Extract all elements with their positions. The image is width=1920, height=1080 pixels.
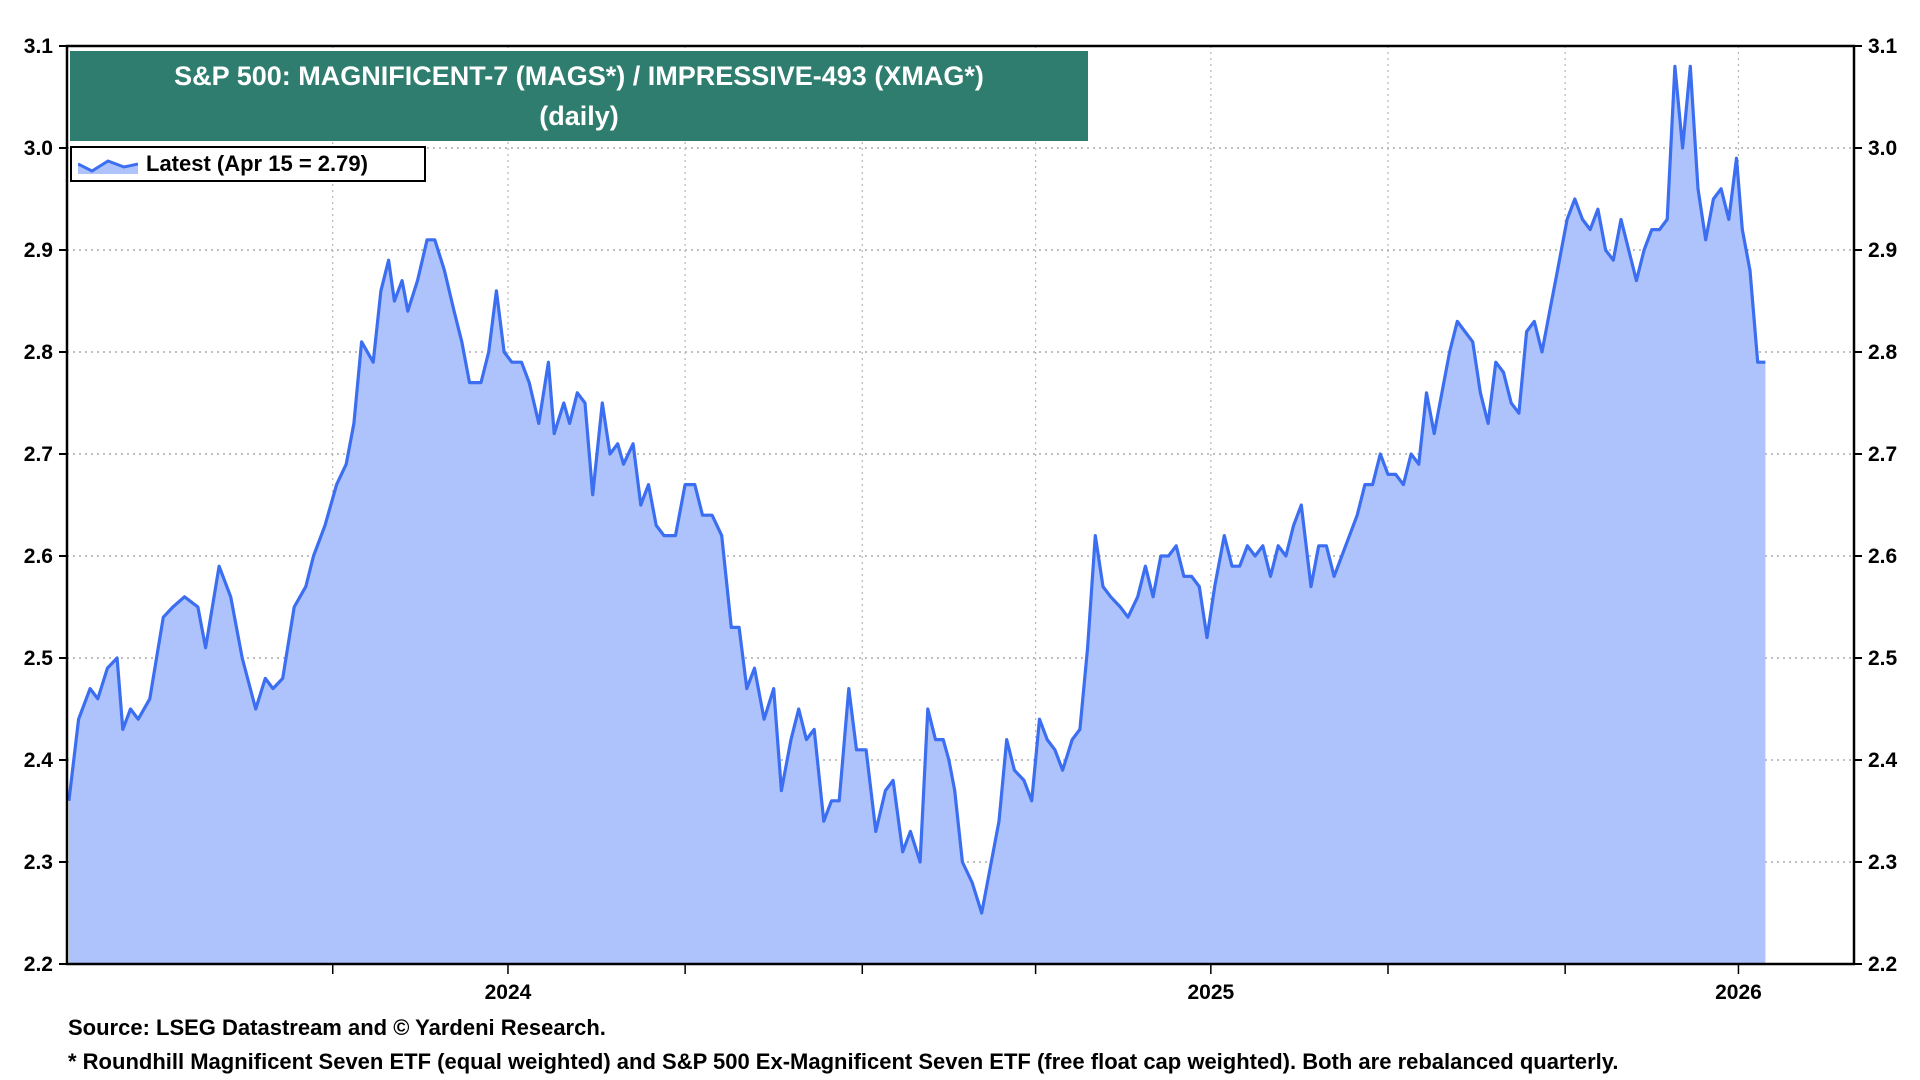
y-tick-label-left: 3.0: [24, 137, 53, 160]
y-tick-label-left: 2.8: [24, 341, 54, 364]
y-tick-label-right: 2.3: [1868, 851, 1897, 874]
y-tick-label-right: 2.7: [1868, 443, 1897, 466]
y-tick-label-left: 2.2: [24, 953, 53, 976]
y-tick-label-left: 2.9: [24, 239, 53, 262]
y-tick-label-right: 2.6: [1868, 545, 1897, 568]
y-tick-label-right: 2.5: [1868, 647, 1898, 670]
axis-labels: 2.2 2.2 2.3 2.3 2.4 2.4 2.5 2.5 2.6 2.6 2.7 2.7 2.8 2…: [24, 35, 1898, 1004]
legend: Latest (Apr 15 = 2.79): [70, 146, 426, 182]
chart-title: S&P 500: MAGNIFICENT-7 (MAGS*) / IMPRESS…: [70, 51, 1088, 141]
y-tick-label-right: 2.8: [1868, 341, 1898, 364]
y-tick-label-right: 2.4: [1868, 749, 1898, 772]
y-tick-label-left: 2.6: [24, 545, 53, 568]
y-tick-label-left: 2.3: [24, 851, 53, 874]
y-tick-label-left: 3.1: [24, 35, 54, 58]
y-tick-label-left: 2.4: [24, 749, 54, 772]
footnote: * Roundhill Magnificent Seven ETF (equal…: [68, 1049, 1619, 1074]
y-tick-label-right: 3.0: [1868, 137, 1897, 160]
chart-title-line2: (daily): [539, 101, 619, 131]
series-area: [68, 66, 1766, 964]
y-tick-label-left: 2.5: [24, 647, 54, 670]
y-tick-label-left: 2.7: [24, 443, 53, 466]
x-tick-label: 2025: [1187, 981, 1234, 1004]
legend-swatch-icon: [78, 159, 138, 174]
chart-title-line1: S&P 500: MAGNIFICENT-7 (MAGS*) / IMPRESS…: [174, 61, 984, 91]
x-tick-label: 2026: [1715, 981, 1762, 1004]
y-tick-label-right: 3.1: [1868, 35, 1898, 58]
axis-ticks: [59, 45, 1862, 974]
source-note: Source: LSEG Datastream and © Yardeni Re…: [68, 1015, 606, 1040]
x-tick-label: 2024: [485, 981, 532, 1004]
plot-border: [65, 44, 1856, 966]
series-line: [67, 64, 1766, 915]
y-tick-label-right: 2.2: [1868, 953, 1897, 976]
y-tick-label-right: 2.9: [1868, 239, 1897, 262]
legend-label: Latest (Apr 15 = 2.79): [146, 151, 368, 176]
